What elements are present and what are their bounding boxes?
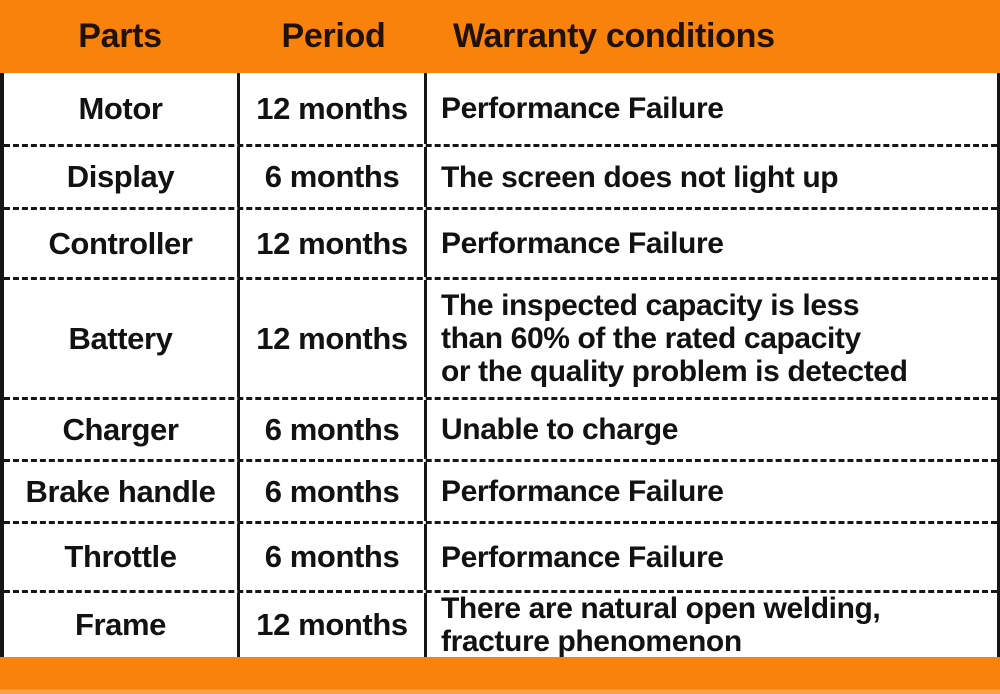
table-header-bar: Parts Period Warranty conditions — [0, 0, 1000, 73]
condition-cell: Unable to charge — [441, 413, 678, 446]
header-warranty-conditions: Warranty conditions — [453, 17, 775, 55]
table-row: Charger 6 months Unable to charge — [4, 400, 997, 462]
table-row: Throttle 6 months Performance Failure — [4, 524, 997, 593]
part-cell: Throttle — [4, 524, 240, 590]
table-row: Frame 12 months There are natural open w… — [4, 593, 997, 657]
condition-cell: Performance Failure — [441, 540, 724, 574]
table-row: Motor 12 months Performance Failure — [4, 73, 997, 147]
table-row: Controller 12 months Performance Failure — [4, 210, 997, 280]
condition-cell: Performance Failure — [441, 475, 724, 508]
condition-cell: Performance Failure — [441, 92, 724, 125]
part-cell: Brake handle — [4, 462, 240, 521]
period-cell: 12 months — [240, 593, 427, 657]
condition-cell: Performance Failure — [441, 227, 724, 260]
footer-accent-bar — [0, 657, 1000, 694]
part-cell: Display — [4, 147, 240, 207]
period-cell: 12 months — [240, 73, 427, 144]
table-row: Display 6 months The screen does not lig… — [4, 147, 997, 210]
table-row: Battery 12 months The inspected capacity… — [4, 280, 997, 400]
part-cell: Battery — [4, 280, 240, 397]
period-cell: 6 months — [240, 400, 427, 459]
condition-cell: There are natural open welding, fracture… — [441, 593, 881, 657]
period-cell: 12 months — [240, 280, 427, 397]
part-cell: Controller — [4, 210, 240, 277]
header-parts: Parts — [78, 17, 162, 55]
period-cell: 6 months — [240, 147, 427, 207]
period-cell: 6 months — [240, 462, 427, 521]
part-cell: Charger — [4, 400, 240, 459]
part-cell: Frame — [4, 593, 240, 657]
period-cell: 6 months — [240, 524, 427, 590]
header-period: Period — [281, 17, 386, 55]
table-row: Brake handle 6 months Performance Failur… — [4, 462, 997, 524]
period-cell: 12 months — [240, 210, 427, 277]
warranty-table: Motor 12 months Performance Failure Disp… — [0, 73, 1000, 657]
condition-cell: The screen does not light up — [441, 160, 839, 194]
condition-cell: The inspected capacity is less than 60% … — [441, 289, 908, 388]
part-cell: Motor — [4, 73, 240, 144]
